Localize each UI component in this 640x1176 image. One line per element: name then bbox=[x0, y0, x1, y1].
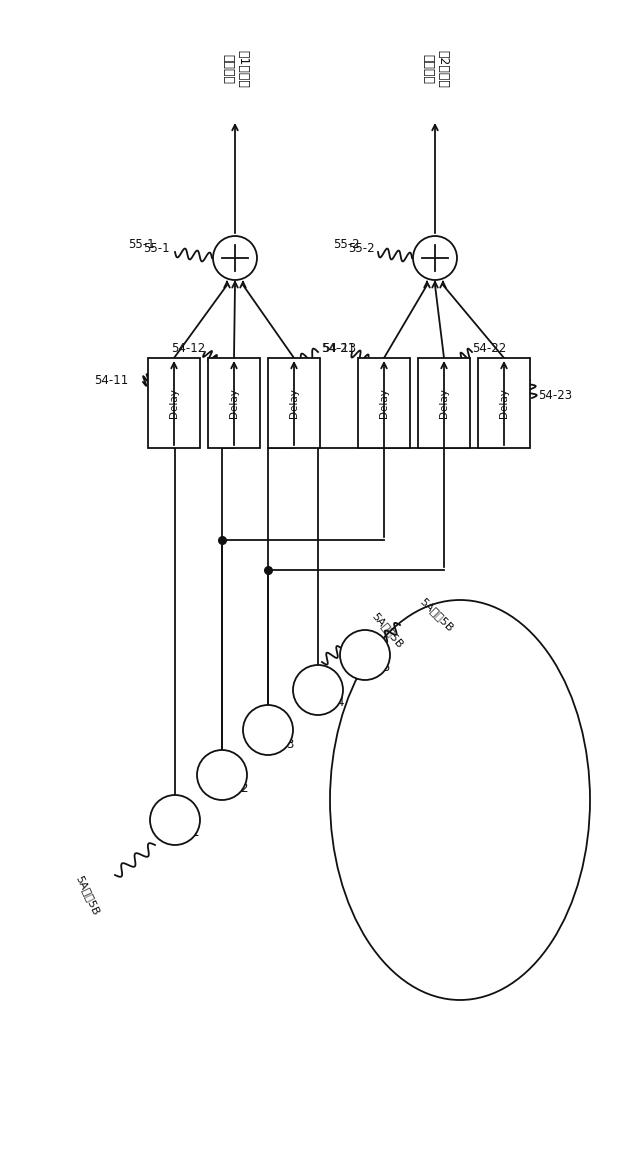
Text: Delay: Delay bbox=[439, 388, 449, 417]
Bar bbox=[268, 358, 320, 448]
Text: 4: 4 bbox=[336, 695, 344, 708]
Text: Delay: Delay bbox=[169, 388, 179, 417]
Text: 54-13: 54-13 bbox=[322, 342, 356, 355]
Text: 第1方向の
収音信号: 第1方向の 収音信号 bbox=[221, 51, 249, 88]
Text: 55-1: 55-1 bbox=[143, 241, 170, 254]
Circle shape bbox=[243, 704, 293, 755]
Text: Delay: Delay bbox=[229, 388, 239, 417]
Text: 54-21: 54-21 bbox=[321, 342, 355, 355]
Circle shape bbox=[213, 236, 257, 280]
Text: 1: 1 bbox=[192, 826, 200, 838]
Text: 第2方向の
収音信号: 第2方向の 収音信号 bbox=[421, 51, 449, 88]
Text: 5A又は5B: 5A又は5B bbox=[370, 610, 405, 649]
Circle shape bbox=[197, 750, 247, 800]
Circle shape bbox=[340, 630, 390, 680]
Text: 54-22: 54-22 bbox=[472, 342, 506, 355]
Text: 5A又は5B: 5A又は5B bbox=[418, 596, 455, 634]
Circle shape bbox=[293, 664, 343, 715]
Text: 54-23: 54-23 bbox=[538, 388, 572, 401]
Ellipse shape bbox=[330, 600, 590, 1000]
Bar bbox=[148, 358, 200, 448]
Bar bbox=[208, 358, 260, 448]
Text: 5A又は5B: 5A又は5B bbox=[74, 874, 102, 916]
Text: 5: 5 bbox=[382, 661, 389, 674]
Text: 3: 3 bbox=[286, 737, 293, 750]
Circle shape bbox=[150, 795, 200, 846]
Bar bbox=[358, 358, 410, 448]
Text: 55-2: 55-2 bbox=[333, 238, 360, 250]
Text: 54-11: 54-11 bbox=[93, 374, 128, 387]
Text: 55-2: 55-2 bbox=[348, 241, 375, 254]
Text: Delay: Delay bbox=[379, 388, 389, 417]
Text: 54-12: 54-12 bbox=[171, 342, 205, 355]
Text: Delay: Delay bbox=[499, 388, 509, 417]
Circle shape bbox=[413, 236, 457, 280]
Bar bbox=[418, 358, 470, 448]
Bar bbox=[478, 358, 530, 448]
Text: 2: 2 bbox=[240, 782, 248, 795]
Text: 55-1: 55-1 bbox=[129, 238, 155, 250]
Text: Delay: Delay bbox=[289, 388, 299, 417]
